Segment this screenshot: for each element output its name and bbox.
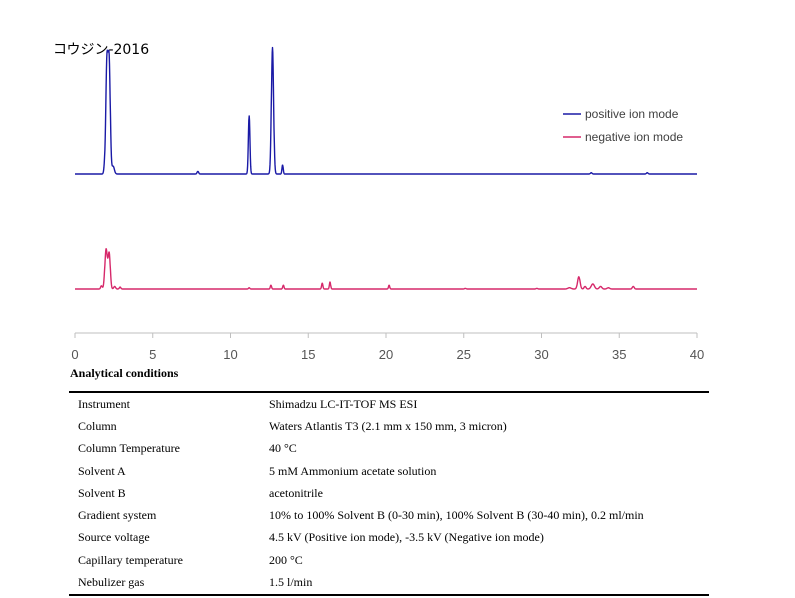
x-tick-label: 15 xyxy=(301,347,315,362)
x-tick-label: 5 xyxy=(149,347,156,362)
chromatogram-chart: コウジン-2016 positive ion mode negative ion… xyxy=(53,42,704,362)
condition-label: Solvent B xyxy=(78,485,126,500)
condition-label: Column Temperature xyxy=(78,441,180,456)
table-row: Solvent A 5 mM Ammonium acetate solution xyxy=(69,460,709,482)
analytical-conditions-heading: Analytical conditions xyxy=(70,366,179,380)
condition-value: 4.5 kV (Positive ion mode), -3.5 kV (Neg… xyxy=(269,530,544,545)
legend-label-positive: positive ion mode xyxy=(585,107,679,121)
condition-value: Waters Atlantis T3 (2.1 mm x 150 mm, 3 m… xyxy=(269,418,507,433)
x-tick-label: 40 xyxy=(690,347,704,362)
condition-label: Source voltage xyxy=(78,530,150,545)
table-row: Instrument Shimadzu LC-IT-TOF MS ESI xyxy=(69,392,709,415)
condition-value: 40 °C xyxy=(269,441,297,456)
legend-label-negative: negative ion mode xyxy=(585,130,683,144)
table-row: Source voltage 4.5 kV (Positive ion mode)… xyxy=(69,527,709,549)
x-tick-label: 35 xyxy=(612,347,626,362)
table-row: Column Waters Atlantis T3 (2.1 mm x 150 m… xyxy=(69,415,709,437)
condition-label: Instrument xyxy=(78,396,130,411)
series-line-negative xyxy=(74,248,698,290)
condition-value: acetonitrile xyxy=(269,485,323,500)
x-axis-ticks: 0 5 10 15 20 25 30 35 40 xyxy=(71,333,704,362)
table-row: Gradient system 10% to 100% Solvent B (0-… xyxy=(69,504,709,526)
condition-label: Gradient system xyxy=(78,508,157,523)
table-row: Nebulizer gas 1.5 l/min xyxy=(69,571,709,594)
condition-value: Shimadzu LC-IT-TOF MS ESI xyxy=(269,396,418,411)
x-tick-label: 10 xyxy=(223,347,237,362)
x-tick-label: 0 xyxy=(71,347,78,362)
x-tick-label: 20 xyxy=(379,347,393,362)
condition-value: 5 mM Ammonium acetate solution xyxy=(269,463,437,478)
condition-label: Nebulizer gas xyxy=(78,575,145,590)
legend: positive ion mode negative ion mode xyxy=(563,107,683,144)
table-row: Column Temperature 40 °C xyxy=(69,438,709,460)
table-row: Solvent B acetonitrile xyxy=(69,482,709,504)
x-tick-label: 25 xyxy=(457,347,471,362)
condition-value: 1.5 l/min xyxy=(269,575,313,590)
table-row: Capillary temperature 200 °C xyxy=(69,549,709,571)
series-line-positive xyxy=(74,46,698,175)
condition-value: 10% to 100% Solvent B (0-30 min), 100% S… xyxy=(269,508,644,523)
chart-title: コウジン-2016 xyxy=(53,42,149,58)
condition-label: Column xyxy=(78,418,117,433)
condition-value: 200 °C xyxy=(269,552,303,567)
condition-label: Solvent A xyxy=(78,463,126,478)
analytical-conditions-table: Instrument Shimadzu LC-IT-TOF MS ESI Colum… xyxy=(69,391,709,596)
condition-label: Capillary temperature xyxy=(78,552,183,567)
x-tick-label: 30 xyxy=(534,347,548,362)
